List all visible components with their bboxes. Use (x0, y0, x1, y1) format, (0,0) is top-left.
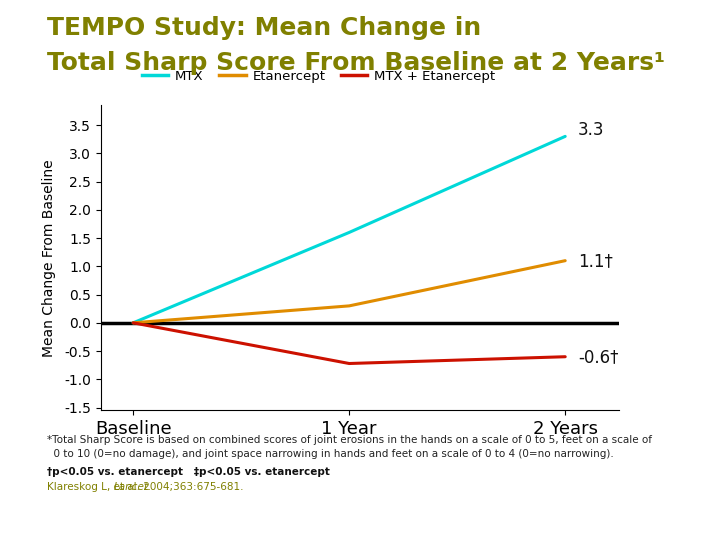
Text: -0.6†: -0.6† (578, 348, 618, 366)
Text: 0 to 10 (0=no damage), and joint space narrowing in hands and feet on a scale of: 0 to 10 (0=no damage), and joint space n… (47, 449, 613, 460)
Text: *Total Sharp Score is based on combined scores of joint erosions in the hands on: *Total Sharp Score is based on combined … (47, 435, 652, 445)
Text: Klareskog L, et al.: Klareskog L, et al. (47, 482, 148, 492)
Text: Total Sharp Score From Baseline at 2 Years¹: Total Sharp Score From Baseline at 2 Yea… (47, 51, 665, 75)
Text: †p<0.05 vs. etanercept   ‡p<0.05 vs. etanercept: †p<0.05 vs. etanercept ‡p<0.05 vs. etane… (47, 467, 330, 477)
Y-axis label: Mean Change From Baseline: Mean Change From Baseline (42, 159, 56, 356)
Text: 3.3: 3.3 (578, 120, 605, 139)
Text: Lancet.: Lancet. (114, 482, 152, 492)
Legend: MTX, Etanercept, MTX + Etanercept: MTX, Etanercept, MTX + Etanercept (137, 65, 500, 88)
Text: TEMPO Study: Mean Change in: TEMPO Study: Mean Change in (47, 16, 481, 40)
Text: 2004;363:675-681.: 2004;363:675-681. (140, 482, 244, 492)
Text: 1.1†: 1.1† (578, 252, 613, 269)
